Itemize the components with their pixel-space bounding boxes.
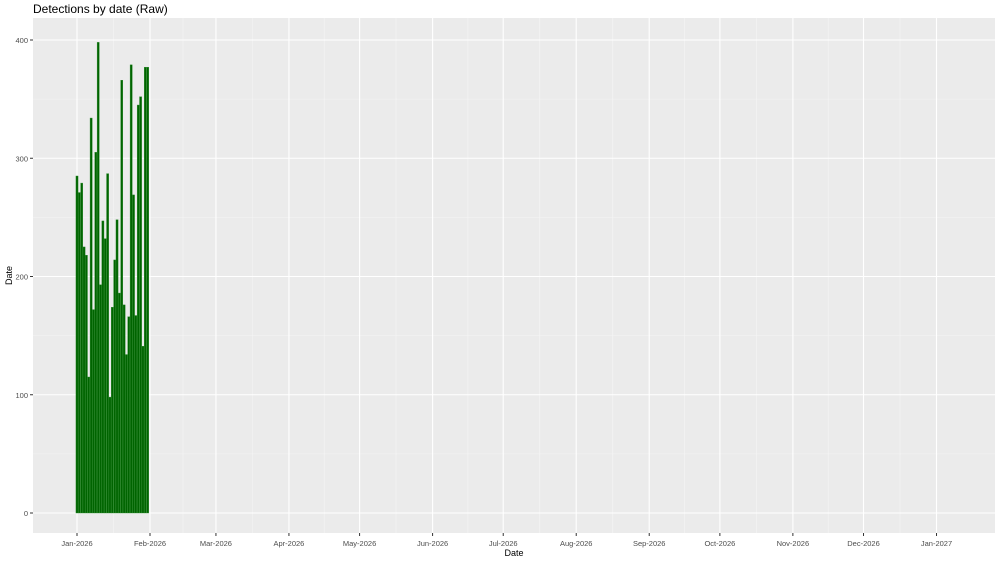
- x-tick-label: Jun-2026: [417, 539, 448, 548]
- bar: [87, 376, 91, 514]
- bar: [136, 104, 140, 514]
- x-tick-label: Jan-2026: [61, 539, 92, 548]
- x-tick-label: Dec-2026: [847, 539, 880, 548]
- bar: [127, 316, 131, 514]
- bar: [106, 173, 109, 514]
- y-tick-label: 400: [15, 36, 28, 45]
- bar: [144, 66, 147, 514]
- bar: [85, 255, 88, 514]
- x-tick-label: May-2026: [343, 539, 376, 548]
- bar: [120, 80, 124, 514]
- bar: [82, 246, 86, 514]
- bar: [80, 182, 83, 514]
- bar: [115, 219, 119, 514]
- bar: [113, 259, 116, 514]
- bar: [125, 354, 128, 514]
- bar: [78, 192, 81, 514]
- panel: [33, 18, 995, 533]
- x-tick-label: Jul-2026: [489, 539, 518, 548]
- bar: [129, 64, 133, 514]
- bar: [134, 315, 138, 514]
- x-tick-label: Nov-2026: [777, 539, 810, 548]
- bar: [141, 346, 145, 514]
- bar: [139, 96, 142, 514]
- y-tick-label: 300: [15, 154, 28, 163]
- bar: [111, 307, 114, 514]
- bar: [103, 238, 107, 514]
- x-tick-label: Mar-2026: [200, 539, 232, 548]
- bar: [146, 66, 149, 514]
- x-tick-label: Sep-2026: [633, 539, 666, 548]
- x-tick-label: Aug-2026: [560, 539, 593, 548]
- y-axis-label: Date: [4, 266, 14, 285]
- bar: [108, 396, 112, 514]
- bar: [101, 220, 105, 514]
- bar: [96, 42, 100, 514]
- bar: [99, 284, 102, 514]
- x-tick-label: Feb-2026: [134, 539, 166, 548]
- x-tick-label: Oct-2026: [704, 539, 735, 548]
- bar: [122, 304, 126, 514]
- x-axis-label: Date: [504, 548, 523, 558]
- bar: [92, 309, 95, 514]
- bar: [75, 175, 79, 514]
- x-tick-label: Apr-2026: [274, 539, 305, 548]
- y-tick-label: 0: [24, 509, 28, 518]
- x-tick-label: Jan-2027: [921, 539, 952, 548]
- chart-title: Detections by date (Raw): [33, 2, 168, 16]
- y-tick-label: 200: [15, 273, 28, 282]
- bar: [132, 194, 135, 514]
- bar: [118, 292, 121, 514]
- bar: [89, 117, 93, 514]
- bar: [94, 152, 98, 514]
- y-tick-label: 100: [15, 391, 28, 400]
